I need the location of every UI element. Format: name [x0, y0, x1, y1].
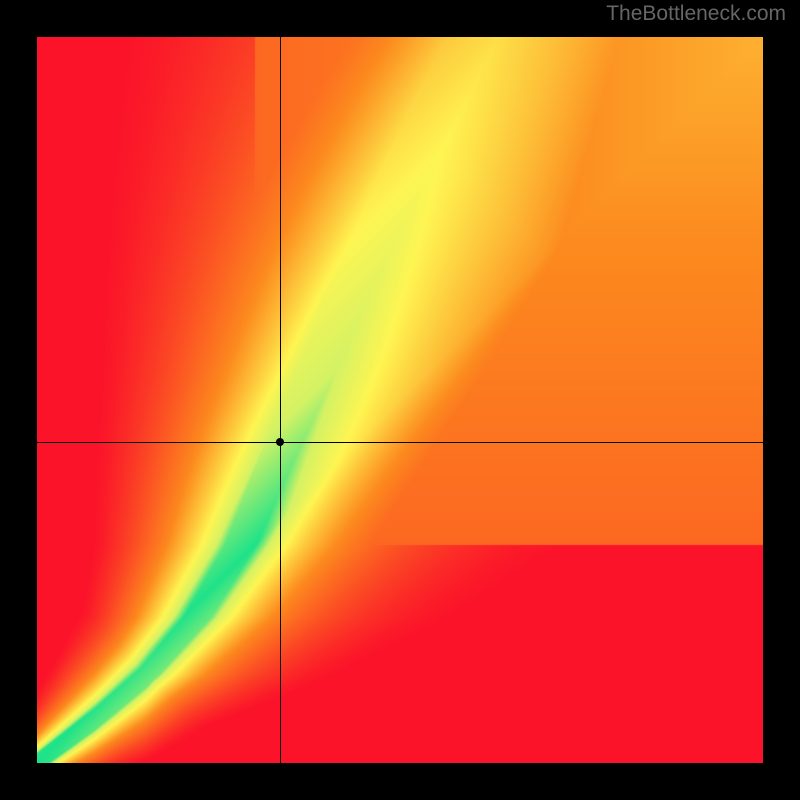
- plot-area: [37, 37, 763, 763]
- crosshair-vertical: [280, 37, 281, 763]
- heatmap-canvas: [37, 37, 763, 763]
- chart-container: TheBottleneck.com: [0, 0, 800, 800]
- watermark-text: TheBottleneck.com: [606, 2, 786, 26]
- crosshair-horizontal: [37, 442, 763, 443]
- marker-dot: [276, 438, 284, 446]
